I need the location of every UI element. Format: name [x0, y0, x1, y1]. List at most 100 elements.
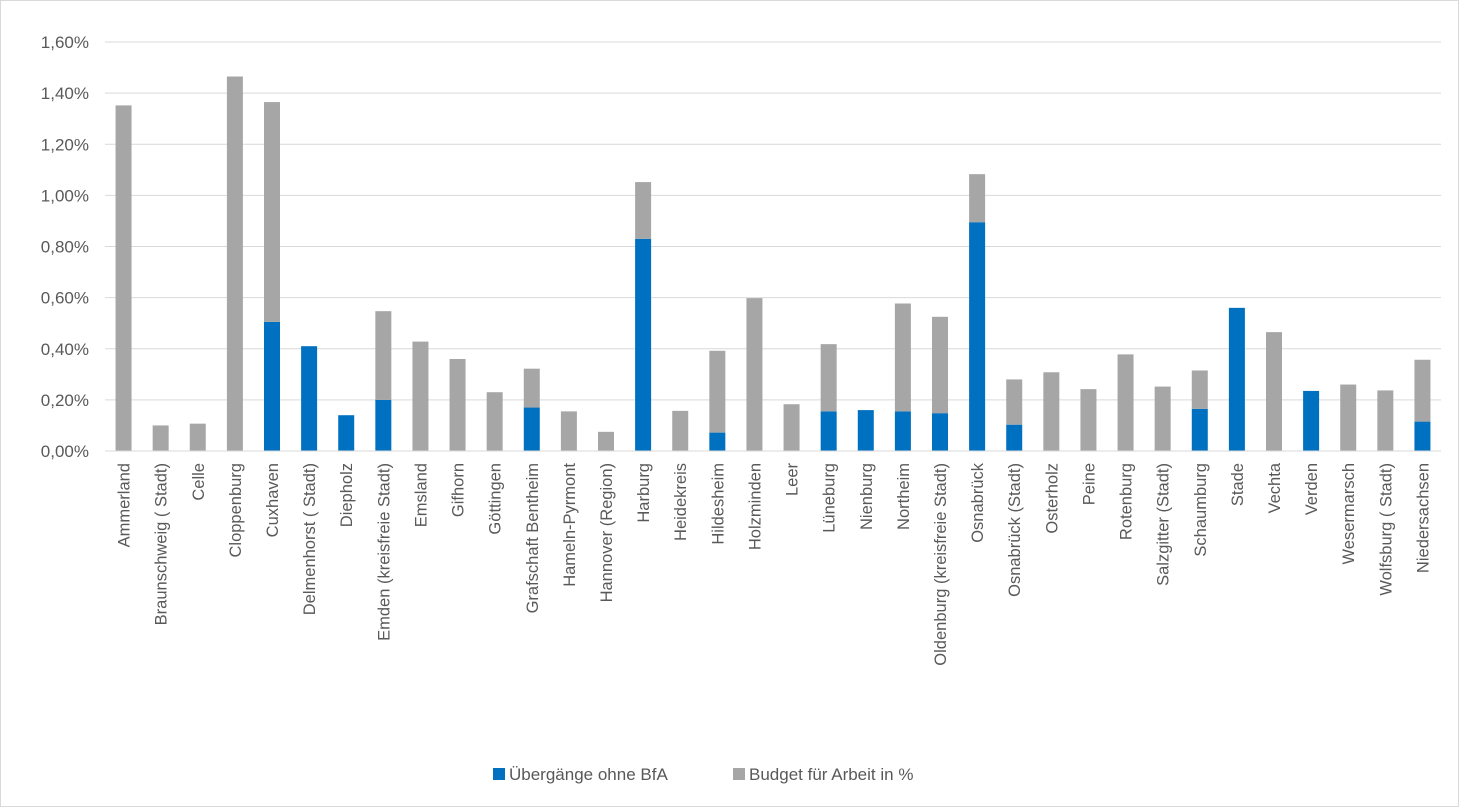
y-tick-label: 1,00% — [41, 186, 89, 205]
bars — [115, 76, 1431, 452]
x-tick-label: Vechta — [1266, 462, 1284, 513]
x-tick-label: Lüneburg — [821, 463, 839, 533]
bar-segment-budget — [449, 358, 466, 451]
x-tick-label: Ammerland — [116, 463, 134, 547]
bar-segment-uebergaenge — [932, 413, 948, 451]
x-tick-label: Leer — [784, 463, 802, 497]
x-tick-label: Oldenburg (kreisfreie Stadt) — [932, 463, 950, 666]
x-tick-label: Rotenburg — [1118, 463, 1136, 540]
bar-segment-budget — [189, 423, 206, 451]
y-tick-label: 0,00% — [41, 442, 89, 461]
x-tick-label: Hildesheim — [709, 463, 727, 545]
x-tick-label: Peine — [1080, 463, 1098, 505]
bar-segment-uebergaenge — [301, 346, 318, 451]
x-tick-label: Northeim — [895, 463, 913, 530]
bar-segment-budget — [635, 182, 652, 239]
x-tick-label: Osnabrück (Stadt) — [1006, 463, 1024, 597]
x-tick-label: Diepholz — [338, 463, 356, 527]
bar-segment-budget — [1191, 370, 1208, 409]
x-tick-label: Verden — [1303, 463, 1321, 515]
bar-segment-budget — [264, 102, 280, 322]
bar-segment-budget — [152, 425, 169, 451]
x-tick-label: Celle — [190, 463, 208, 501]
x-tick-label: Delmenhorst ( Stadt) — [301, 463, 319, 615]
x-tick-label: Nienburg — [858, 463, 876, 530]
x-tick-label: Gifhorn — [450, 463, 468, 517]
bar-segment-uebergaenge — [1303, 390, 1320, 451]
bar-segment-uebergaenge — [523, 407, 540, 451]
bar-segment-budget — [1377, 390, 1394, 451]
x-tick-label: Niedersachsen — [1414, 463, 1432, 573]
x-tick-label: Osterholz — [1043, 463, 1061, 534]
x-tick-label: Salzgitter (Stadt) — [1155, 463, 1173, 586]
x-tick-label: Schaumburg — [1192, 463, 1210, 557]
bar-segment-uebergaenge — [969, 222, 986, 451]
x-axis-ticks: Ammerland Braunschweig ( Stadt) Celle Clopp… — [116, 462, 1433, 666]
gridlines — [105, 41, 1441, 401]
legend-label: Budget für Arbeit in % — [749, 765, 913, 784]
x-tick-label: Emden (kreisfreie Stadt) — [375, 463, 393, 641]
bar-segment-budget — [1117, 354, 1134, 451]
x-tick-label: Harburg — [635, 463, 653, 523]
legend-swatch — [733, 768, 745, 780]
bar-segment-budget — [523, 368, 540, 408]
bar-segment-uebergaenge — [338, 415, 355, 451]
bar-segment-budget — [412, 341, 429, 451]
bar-segment-budget — [1414, 359, 1431, 422]
bar-segment-budget — [598, 431, 614, 451]
x-tick-label: Cloppenburg — [227, 463, 245, 558]
x-tick-label: Osnabrück — [969, 462, 987, 543]
bar-segment-uebergaenge — [1228, 307, 1245, 451]
x-tick-label: Hannover (Region) — [598, 463, 616, 602]
bar-segment-uebergaenge — [709, 432, 726, 451]
bar-segment-budget — [560, 411, 577, 451]
x-tick-label: Wesermarsch — [1340, 463, 1358, 564]
x-tick-label: Braunschweig ( Stadt) — [153, 463, 171, 625]
bar-segment-uebergaenge — [375, 399, 392, 451]
x-tick-label: Grafschaft Bentheim — [524, 463, 542, 613]
bar-segment-budget — [1080, 389, 1097, 451]
bar-segment-budget — [783, 404, 800, 451]
y-tick-label: 1,20% — [41, 135, 89, 154]
x-tick-label: Hameln-Pyrmont — [561, 463, 579, 587]
bar-segment-uebergaenge — [635, 238, 652, 451]
bar-segment-budget — [226, 76, 243, 452]
x-tick-label: Göttingen — [487, 463, 505, 535]
y-tick-label: 1,40% — [41, 84, 89, 103]
bar-segment-budget — [709, 350, 726, 433]
bar-segment-budget — [672, 410, 689, 451]
y-tick-label: 0,20% — [41, 391, 89, 410]
bar-segment-budget — [1266, 332, 1282, 451]
legend-label: Übergänge ohne BfA — [509, 765, 668, 784]
bar-segment-budget — [115, 105, 132, 452]
bar-segment-uebergaenge — [1191, 408, 1208, 451]
bar-segment-uebergaenge — [264, 321, 280, 451]
bar-segment-budget — [932, 316, 948, 414]
y-tick-label: 0,40% — [41, 340, 89, 359]
bar-segment-budget — [375, 311, 392, 400]
bar-segment-budget — [969, 174, 986, 223]
y-axis-ticks: 0,00% 0,20% 0,40% 0,60% 0,80% 1,00% 1,20% 1,40%… — [41, 33, 89, 461]
legend-swatch — [493, 768, 505, 780]
x-tick-label: Stade — [1229, 463, 1247, 506]
bar-segment-budget — [820, 344, 837, 412]
x-tick-label: Holzminden — [746, 463, 764, 550]
bar-segment-budget — [1340, 384, 1357, 451]
y-tick-label: 0,80% — [41, 238, 89, 257]
bar-segment-uebergaenge — [857, 410, 874, 451]
x-tick-label: Heidekreis — [672, 463, 690, 541]
bar-segment-budget — [894, 303, 911, 412]
bar-segment-budget — [1154, 386, 1171, 451]
bar-segment-uebergaenge — [1006, 424, 1023, 451]
bar-segment-budget — [486, 392, 503, 451]
bar-segment-budget — [1043, 372, 1060, 451]
bar-segment-uebergaenge — [1414, 421, 1431, 451]
bar-segment-uebergaenge — [894, 411, 911, 451]
x-tick-label: Emsland — [412, 463, 430, 527]
bar-segment-uebergaenge — [820, 411, 837, 451]
bar-segment-budget — [1006, 379, 1023, 425]
y-tick-label: 0,60% — [41, 289, 89, 308]
legend: Übergänge ohne BfA Budget für Arbeit in % — [493, 765, 913, 784]
